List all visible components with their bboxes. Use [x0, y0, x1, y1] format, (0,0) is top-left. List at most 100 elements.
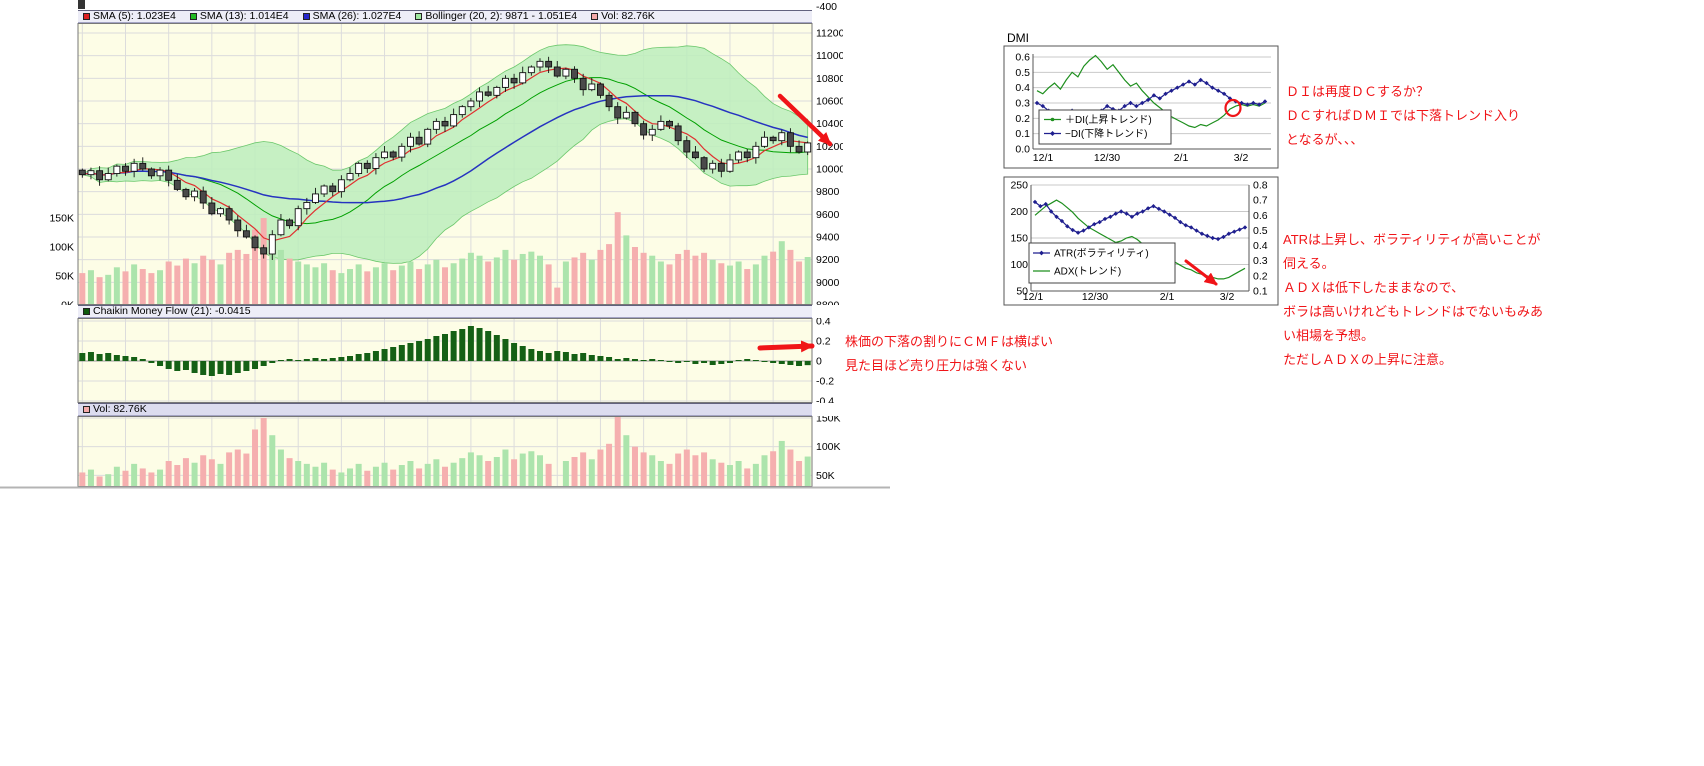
- svg-text:2/1: 2/1: [1160, 291, 1175, 303]
- svg-text:10400: 10400: [816, 118, 843, 130]
- legend-item: Vol: 82.76K: [83, 404, 147, 415]
- legend-label: SMA (5): 1.023E4: [93, 10, 176, 23]
- legend-item: Chaikin Money Flow (21): -0.0415: [83, 306, 251, 317]
- svg-text:250: 250: [1010, 180, 1028, 192]
- svg-text:0.3: 0.3: [1015, 98, 1030, 110]
- svg-text:3/2: 3/2: [1234, 152, 1249, 164]
- atr-legend-entry: ADX(トレンド): [1054, 267, 1121, 278]
- cmf-chart-canvas[interactable]: 0.4 0.2 0 -0.2 -0.4: [0, 318, 843, 403]
- svg-text:-0.2: -0.2: [816, 376, 834, 388]
- main-chart-legend: SMA (5): 1.023E4 SMA (13): 1.014E4 SMA (…: [78, 10, 812, 23]
- svg-text:150: 150: [1010, 233, 1028, 245]
- dmi-chart: DMI 0.6 0.5 0.4 0.3 0.2 0.1 0.012/1 12/30 2/1 3/2 ＋…: [1003, 31, 1279, 169]
- svg-text:9200: 9200: [816, 254, 840, 266]
- svg-text:0.2: 0.2: [816, 336, 831, 348]
- svg-text:0.2: 0.2: [1015, 113, 1030, 125]
- atr-legend-entry: ATR(ボラティリティ): [1054, 248, 1149, 260]
- svg-text:11000: 11000: [816, 50, 843, 62]
- svg-text:50K: 50K: [55, 271, 74, 283]
- svg-text:9800: 9800: [816, 186, 840, 198]
- annotation-line: ATRは上昇し、ボラティリティが高いことが: [1283, 232, 1541, 247]
- svg-text:0K: 0K: [61, 300, 74, 306]
- svg-text:12/1: 12/1: [1033, 152, 1054, 164]
- volume-panel-header: Vol: 82.76K: [78, 403, 812, 416]
- svg-text:100: 100: [1010, 259, 1028, 271]
- volume-legend-swatch-icon: [83, 406, 90, 413]
- svg-text:150K: 150K: [816, 416, 841, 425]
- axis-labels: 0.6 0.5 0.4 0.3 0.2 0.1 0.012/1 12/30 2/1 3/2: [1015, 52, 1248, 164]
- truncated-axis-label: -400: [816, 1, 838, 13]
- svg-text:0.5: 0.5: [1015, 67, 1030, 79]
- svg-text:0.1: 0.1: [1015, 128, 1030, 140]
- annotation-line: ＤＣすればＤＭＩでは下落トレンド入り: [1286, 108, 1521, 123]
- svg-text:10200: 10200: [816, 141, 843, 153]
- legend-color-swatch-icon: [302, 13, 310, 20]
- atr-adx-chart: 250 200 150 100 50 0.8 0.7 0.6 0.5 0.4 0.3 0.2 0.1 12…: [1003, 176, 1279, 306]
- svg-text:12/30: 12/30: [1082, 291, 1108, 303]
- annotation-line: ＡＤＸは低下したままなので、: [1283, 280, 1465, 295]
- svg-text:0.6: 0.6: [1015, 52, 1030, 64]
- svg-text:0.2: 0.2: [1253, 270, 1268, 282]
- axis-labels: 150K 100K 50K: [816, 416, 841, 482]
- svg-text:10800: 10800: [816, 73, 843, 85]
- volume-chart-canvas[interactable]: 150K 100K 50K: [0, 416, 843, 487]
- cmf-annotation: 株価の下落の割りにＣＭＦは横ばい 見た目ほど売り圧力は強くない: [845, 330, 1053, 378]
- svg-text:10000: 10000: [816, 164, 843, 176]
- svg-text:0.4: 0.4: [1253, 240, 1268, 252]
- svg-text:0.0: 0.0: [1015, 144, 1030, 156]
- legend-label: Bollinger (20, 2): 9871 - 1.051E4: [425, 10, 578, 23]
- annotation-line: 見た目ほど売り圧力は強くない: [845, 358, 1028, 373]
- svg-text:0.4: 0.4: [1015, 82, 1030, 94]
- svg-text:0.3: 0.3: [1253, 255, 1268, 267]
- annotation-line: い相場を予想。: [1283, 328, 1375, 343]
- volume-bars: [79, 416, 811, 487]
- legend-color-swatch-icon: [189, 13, 197, 20]
- price-chart-canvas[interactable]: 11200 11000 10800 10600 10400 10200 10000 9800 9…: [0, 23, 843, 305]
- cmf-legend-swatch-icon: [83, 308, 90, 315]
- atr-legend-box: [1028, 242, 1176, 284]
- candlesticks: [78, 56, 812, 261]
- svg-text:9400: 9400: [816, 232, 840, 244]
- legend-item: SMA (5): 1.023E4: [83, 11, 176, 22]
- annotation-line: ボラは高いけれどもトレンドはでないもみあ: [1283, 304, 1544, 319]
- dmi-title: DMI: [1007, 31, 1029, 45]
- legend-label: Vol: 82.76K: [601, 10, 655, 23]
- svg-text:9600: 9600: [816, 209, 840, 221]
- svg-text:50K: 50K: [816, 470, 835, 482]
- sma13-line: [82, 77, 808, 225]
- cmf-legend-label: Chaikin Money Flow (21): -0.0415: [93, 305, 251, 318]
- svg-text:50: 50: [1016, 286, 1028, 298]
- svg-text:100K: 100K: [49, 242, 74, 254]
- legend-item: Vol: 82.76K: [591, 11, 655, 22]
- svg-text:3/2: 3/2: [1220, 291, 1235, 303]
- svg-text:200: 200: [1010, 206, 1028, 218]
- volume-overlay-bars: [79, 212, 811, 305]
- svg-text:0: 0: [816, 356, 822, 368]
- legend-color-swatch-icon: [415, 13, 423, 20]
- volume-legend-label: Vol: 82.76K: [93, 403, 147, 416]
- svg-text:11200: 11200: [816, 28, 843, 40]
- svg-text:0.7: 0.7: [1253, 195, 1268, 207]
- legend-item: SMA (13): 1.014E4: [189, 11, 289, 22]
- legend-artifact: [78, 0, 85, 9]
- annotation-line: となるが、、、: [1286, 132, 1364, 147]
- annotation-line: 伺える。: [1283, 256, 1335, 271]
- legend-item: SMA (26): 1.027E4: [302, 10, 402, 23]
- svg-text:0.4: 0.4: [816, 318, 831, 328]
- axis-labels: 250 200 150 100 50 0.8 0.7 0.6 0.5 0.4 0.3 0.2 0.1 12…: [1010, 180, 1267, 304]
- svg-text:0.8: 0.8: [1253, 180, 1268, 192]
- dmi-legend-box: [1038, 109, 1172, 145]
- svg-text:150K: 150K: [49, 213, 74, 225]
- legend-color-swatch-icon: [83, 13, 90, 20]
- atr-line: [1034, 201, 1246, 240]
- cmf-panel-header: Chaikin Money Flow (21): -0.0415: [78, 305, 812, 318]
- dmi-annotation: ＤＩは再度ＤＣするか？ ＤＣすればＤＭＩでは下落トレンド入り となるが、、、: [1286, 80, 1520, 152]
- svg-text:2/1: 2/1: [1174, 152, 1189, 164]
- svg-text:12/30: 12/30: [1094, 152, 1120, 164]
- legend-label: SMA (26): 1.027E4: [312, 10, 402, 23]
- svg-text:-0.4: -0.4: [816, 396, 834, 404]
- dmi-legend-entry: ＋DI(上昇トレンド): [1065, 114, 1152, 126]
- legend-item: Bollinger (20, 2): 9871 - 1.051E4: [415, 11, 577, 22]
- legend-color-swatch-icon: [591, 13, 599, 20]
